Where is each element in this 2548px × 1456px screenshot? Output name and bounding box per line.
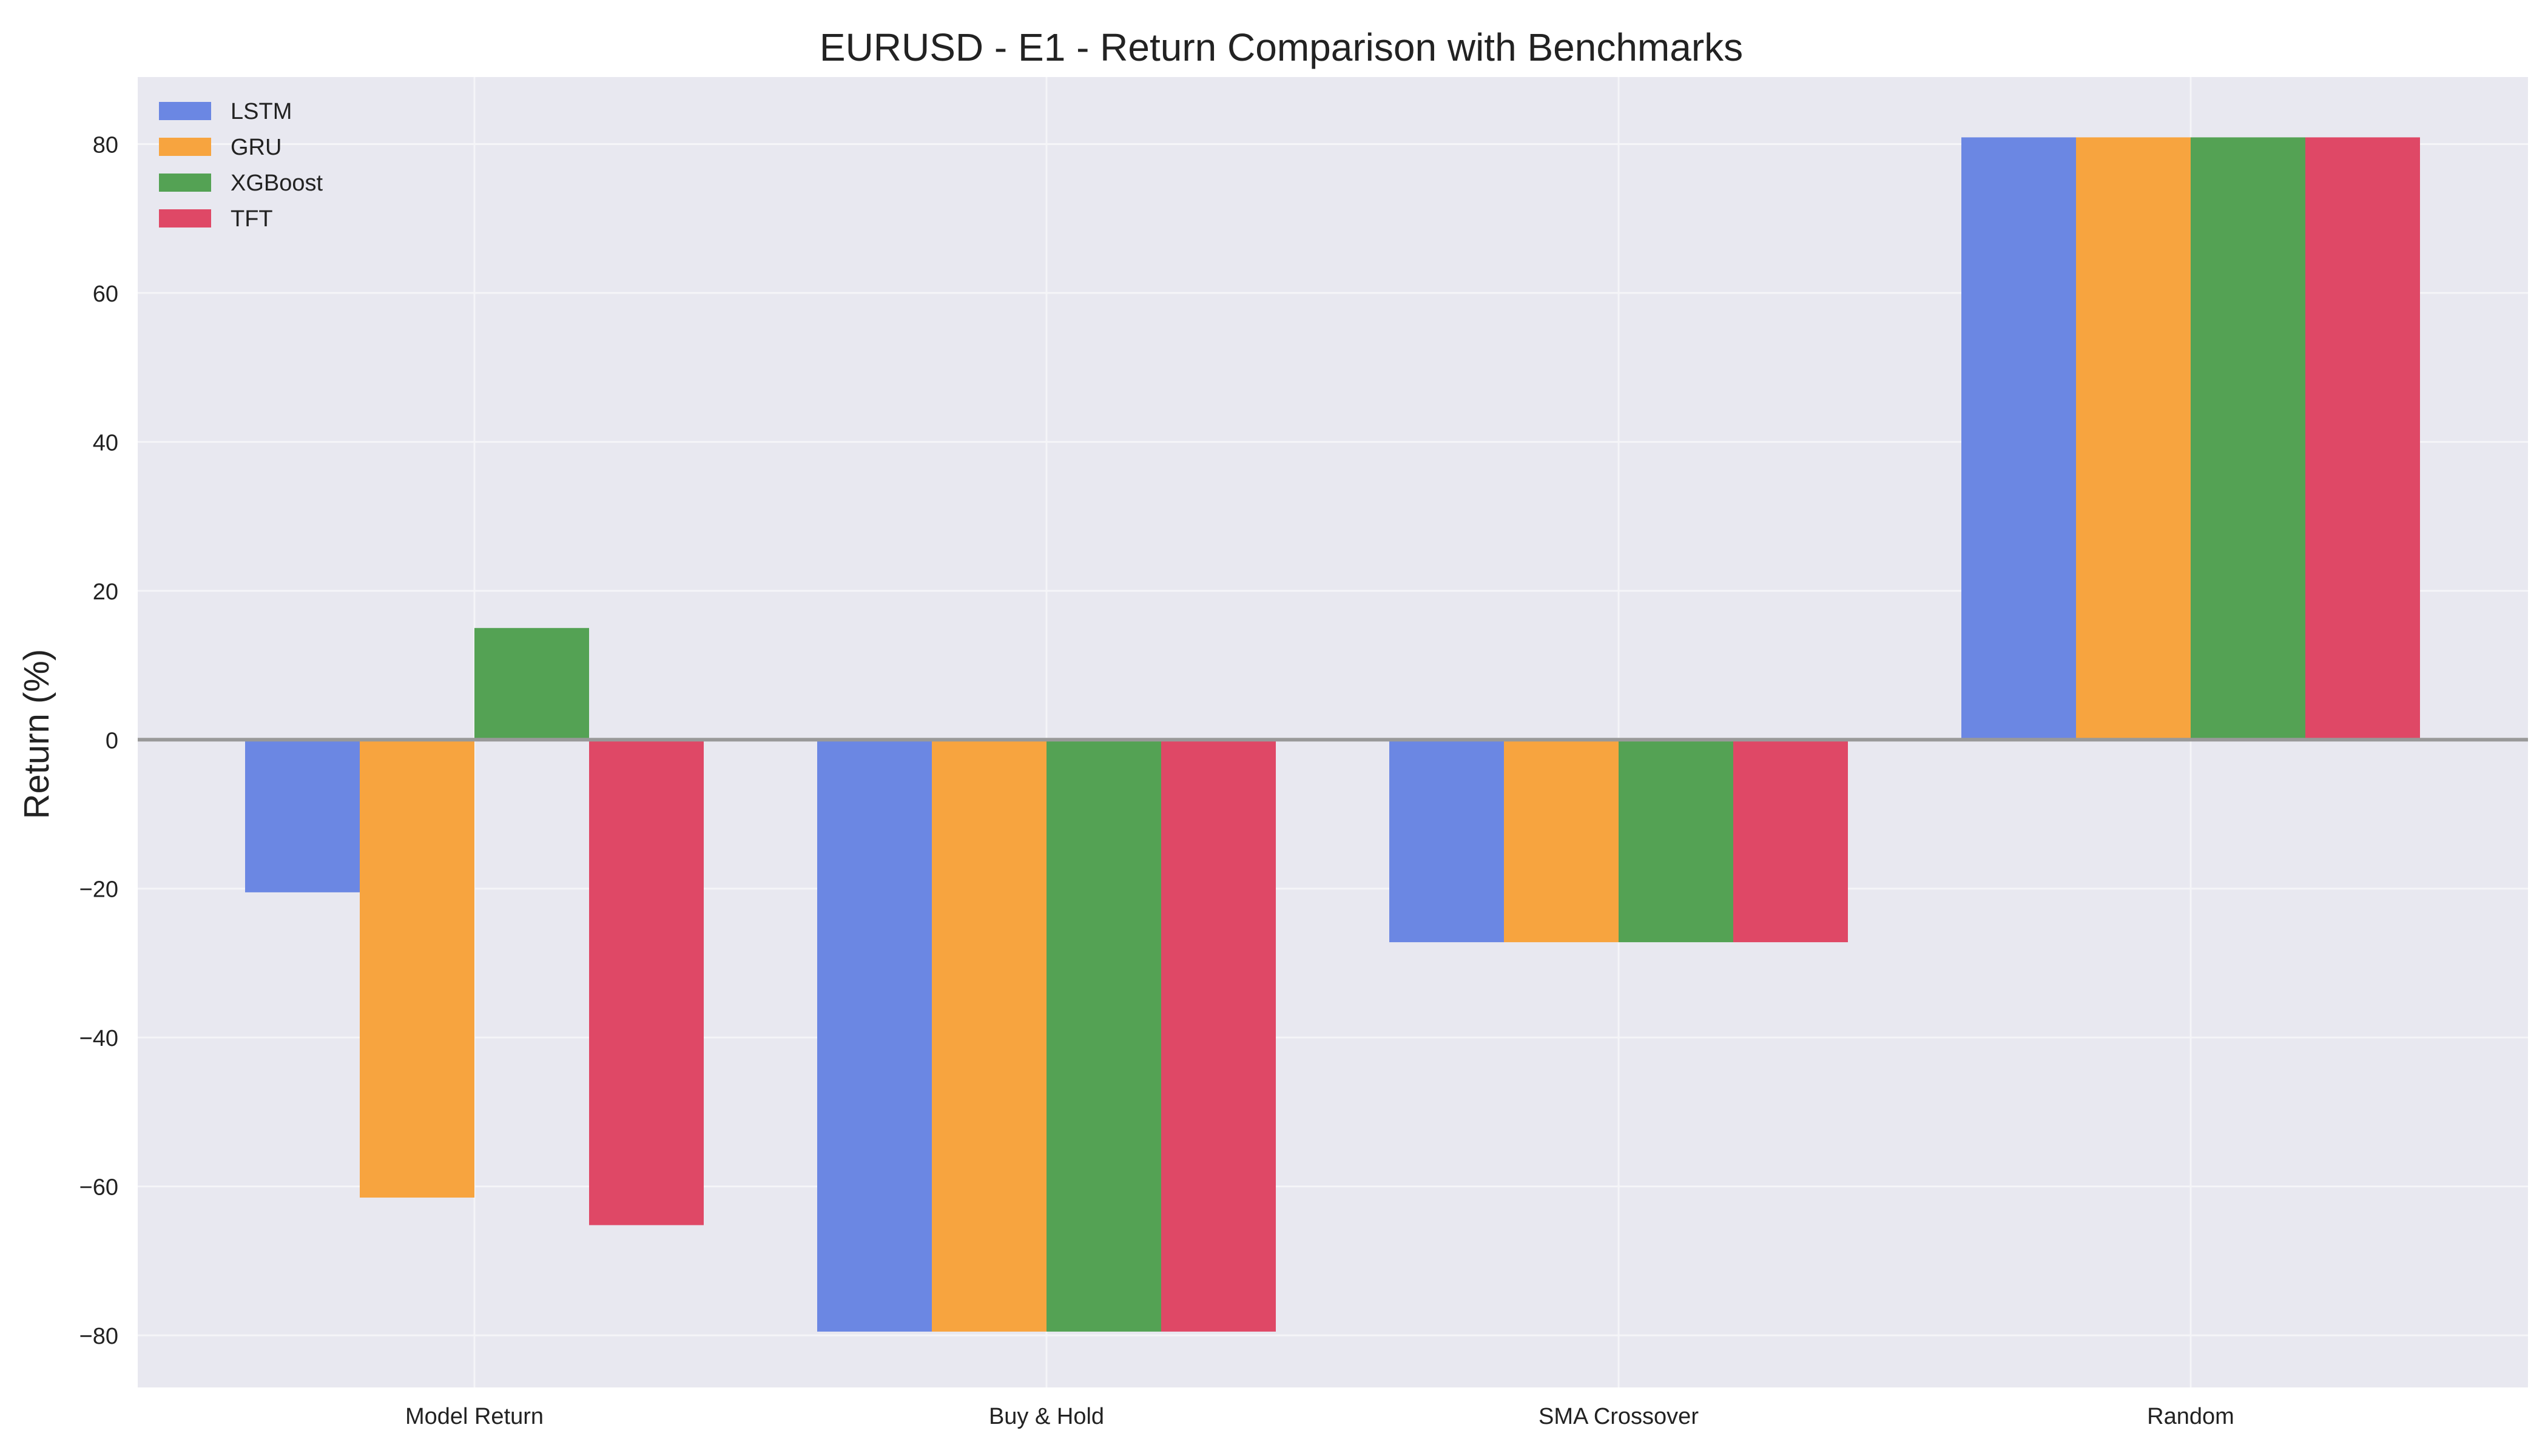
bar-xgboost-model-return: [474, 628, 589, 740]
legend-swatch-lstm: [159, 102, 211, 120]
legend-swatch-xgboost: [159, 174, 211, 192]
chart-title: EURUSD - E1 - Return Comparison with Ben…: [820, 25, 1743, 69]
y-tick-label: −40: [79, 1026, 118, 1051]
legend-label-xgboost: XGBoost: [231, 170, 323, 196]
legend-label-lstm: LSTM: [231, 99, 292, 124]
bar-gru-sma-crossover: [1504, 740, 1619, 943]
y-tick-label: 60: [93, 281, 118, 307]
y-tick-label: 80: [93, 132, 118, 158]
bar-tft-sma-crossover: [1733, 740, 1848, 943]
bar-xgboost-random: [2191, 137, 2305, 740]
y-tick-label: 0: [106, 728, 118, 753]
bar-lstm-sma-crossover: [1389, 740, 1504, 943]
bar-gru-random: [2076, 137, 2191, 740]
legend: LSTM GRU XGBoost TFT: [159, 99, 323, 232]
y-tick-label: 20: [93, 579, 118, 605]
bar-gru-buy-hold: [932, 740, 1046, 1332]
y-tick-label: −80: [79, 1324, 118, 1349]
bar-lstm-random: [1961, 137, 2076, 740]
x-tick-label: Model Return: [405, 1404, 544, 1429]
bar-xgboost-buy-hold: [1046, 740, 1161, 1332]
bar-xgboost-sma-crossover: [1619, 740, 1733, 943]
bar-tft-buy-hold: [1161, 740, 1276, 1332]
y-axis-label: Return (%): [17, 649, 56, 819]
bar-lstm-buy-hold: [817, 740, 932, 1332]
legend-label-tft: TFT: [231, 206, 273, 232]
y-tick-label: 40: [93, 430, 118, 456]
legend-swatch-tft: [159, 209, 211, 228]
y-axis-ticks: −80 −60 −40 −20 0 20 40 60 80: [79, 132, 118, 1349]
bar-gru-model-return: [360, 740, 474, 1198]
bar-tft-random: [2305, 137, 2420, 740]
x-tick-label: Random: [2147, 1404, 2234, 1429]
y-tick-label: −20: [79, 877, 118, 903]
x-axis-ticks: Model Return Buy & Hold SMA Crossover Rando…: [405, 1404, 2234, 1429]
legend-swatch-gru: [159, 138, 211, 156]
bar-lstm-model-return: [245, 740, 360, 892]
legend-label-gru: GRU: [231, 135, 281, 160]
bars: [245, 137, 2420, 1332]
x-tick-label: Buy & Hold: [989, 1404, 1104, 1429]
y-tick-label: −60: [79, 1175, 118, 1201]
x-tick-label: SMA Crossover: [1539, 1404, 1699, 1429]
bar-tft-model-return: [589, 740, 704, 1225]
